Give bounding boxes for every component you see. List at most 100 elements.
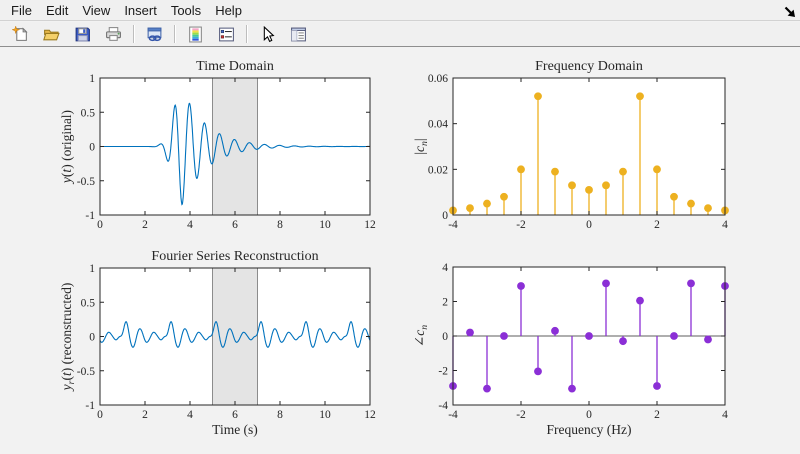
edit-plot-arrow-icon xyxy=(263,25,275,42)
y-tick-label: 2 xyxy=(442,297,448,309)
y-tick-label: -0.5 xyxy=(77,176,95,188)
time_domain-plot: 0 2 4 6 8 10 12 -1 -0.5 0 0.5 1 Time Domain y(t) (ori… xyxy=(59,59,376,231)
signal-line xyxy=(100,102,370,206)
y-tick-label: 0.06 xyxy=(428,73,448,85)
x-tick-label: 10 xyxy=(319,219,331,231)
x-tick-label: 4 xyxy=(187,409,193,421)
link-plot-icon xyxy=(147,27,162,41)
menu-view[interactable]: View xyxy=(82,2,111,18)
insert-colorbar-button[interactable] xyxy=(182,23,209,45)
plot-title: Frequency Domain xyxy=(535,59,643,74)
save-button[interactable] xyxy=(69,23,96,45)
y-axis-label: ∠cn xyxy=(412,325,430,347)
menu-file[interactable]: File xyxy=(11,2,32,18)
stem-marker xyxy=(551,167,559,176)
x-tick-label: -4 xyxy=(448,219,458,231)
figure-canvas: 0 2 4 6 8 10 12 -1 -0.5 0 0.5 1 Time Domain y(t) (ori… xyxy=(0,48,800,449)
menu-insert[interactable]: Insert xyxy=(124,2,157,18)
new-figure-icon xyxy=(12,25,28,41)
frequency_domain-plot: -4 -2 0 2 4 0 0.02 0.04 0.06 Frequency Domain |cn| xyxy=(412,59,729,231)
x-tick-label: 0 xyxy=(586,409,592,421)
menu-bar: File Edit View Insert Tools Help xyxy=(0,0,800,21)
x-tick-label: 0 xyxy=(586,219,592,231)
print-button[interactable] xyxy=(100,23,127,45)
y-tick-label: -4 xyxy=(438,400,448,412)
y-axis-label: yr(t) (reconstructed) xyxy=(59,283,77,393)
y-tick-label: -1 xyxy=(85,400,95,412)
toolbar-separator xyxy=(174,25,176,43)
stem-marker xyxy=(619,337,627,346)
menu-help[interactable]: Help xyxy=(215,2,242,18)
stem-marker xyxy=(466,328,474,337)
stem-marker xyxy=(534,92,542,101)
y-tick-label: 0.02 xyxy=(428,164,448,176)
open-file-button[interactable] xyxy=(38,23,65,45)
analysis-window-region xyxy=(212,77,258,216)
x-axis-label: Frequency (Hz) xyxy=(546,422,631,437)
property-editor-icon xyxy=(291,27,306,41)
stem-marker xyxy=(704,204,712,213)
stem-marker xyxy=(534,367,542,376)
x-tick-label: 2 xyxy=(142,219,148,231)
x-tick-label: 12 xyxy=(364,219,376,231)
stem-marker xyxy=(551,326,559,335)
x-tick-label: -2 xyxy=(516,219,526,231)
stem-marker xyxy=(602,181,610,190)
open-folder-icon xyxy=(43,29,60,40)
stem-marker xyxy=(670,332,678,340)
y-tick-label: 1 xyxy=(89,263,95,275)
y-tick-label: 0 xyxy=(89,142,95,154)
edit-plot-button[interactable] xyxy=(254,23,281,45)
x-tick-label: 8 xyxy=(277,219,283,231)
x-tick-label: 2 xyxy=(142,409,148,421)
stem-marker xyxy=(483,199,491,208)
stem-marker xyxy=(687,199,695,208)
x-tick-label: 4 xyxy=(722,219,728,231)
stem-marker xyxy=(585,185,593,194)
x-tick-label: 10 xyxy=(319,409,331,421)
menu-edit[interactable]: Edit xyxy=(45,2,69,18)
stem-marker xyxy=(653,382,661,390)
colorbar-icon xyxy=(189,26,202,42)
y-tick-label: 0 xyxy=(442,210,448,222)
plot-title: Fourier Series Reconstruction xyxy=(151,249,318,264)
x-tick-label: 6 xyxy=(232,409,238,421)
new-figure-button[interactable] xyxy=(7,23,34,45)
x-tick-label: -4 xyxy=(448,409,458,421)
y-tick-label: 0.5 xyxy=(81,107,96,119)
menu-tools[interactable]: Tools xyxy=(170,2,202,18)
stem-marker xyxy=(670,192,678,201)
toolbar-separator xyxy=(133,25,135,43)
cursor-arrow-icon xyxy=(784,6,795,17)
mouse-cursor xyxy=(783,5,797,19)
x-tick-label: 0 xyxy=(97,219,103,231)
toolbar xyxy=(0,22,800,47)
y-axis-label: y(t) (original) xyxy=(59,110,74,185)
y-tick-label: 0 xyxy=(89,332,95,344)
x-tick-label: 6 xyxy=(232,219,238,231)
y-tick-label: -1 xyxy=(85,210,95,222)
stem-marker xyxy=(704,335,712,344)
insert-legend-button[interactable] xyxy=(213,23,240,45)
stem-marker xyxy=(619,167,627,176)
stem-marker xyxy=(517,282,525,290)
x-tick-label: 8 xyxy=(277,409,283,421)
x-axis-label: Time (s) xyxy=(212,422,258,437)
x-tick-label: 2 xyxy=(654,219,660,231)
y-tick-label: 0.04 xyxy=(428,119,448,131)
save-floppy-icon xyxy=(75,27,90,41)
y-tick-label: 0.5 xyxy=(81,297,96,309)
stem-marker xyxy=(636,296,644,305)
plot-title: Time Domain xyxy=(196,59,274,74)
stem-marker xyxy=(636,92,644,101)
property-editor-button[interactable] xyxy=(285,23,312,45)
stem-marker xyxy=(483,384,491,393)
link-plot-button[interactable] xyxy=(141,23,168,45)
x-tick-label: 2 xyxy=(654,409,660,421)
y-tick-label: 1 xyxy=(89,73,95,85)
stem-marker xyxy=(653,165,661,174)
reconstruction-plot: 0 2 4 6 8 10 12 -1 -0.5 0 0.5 1 Fourier Series Recon… xyxy=(59,249,376,437)
stem-marker xyxy=(500,332,508,340)
